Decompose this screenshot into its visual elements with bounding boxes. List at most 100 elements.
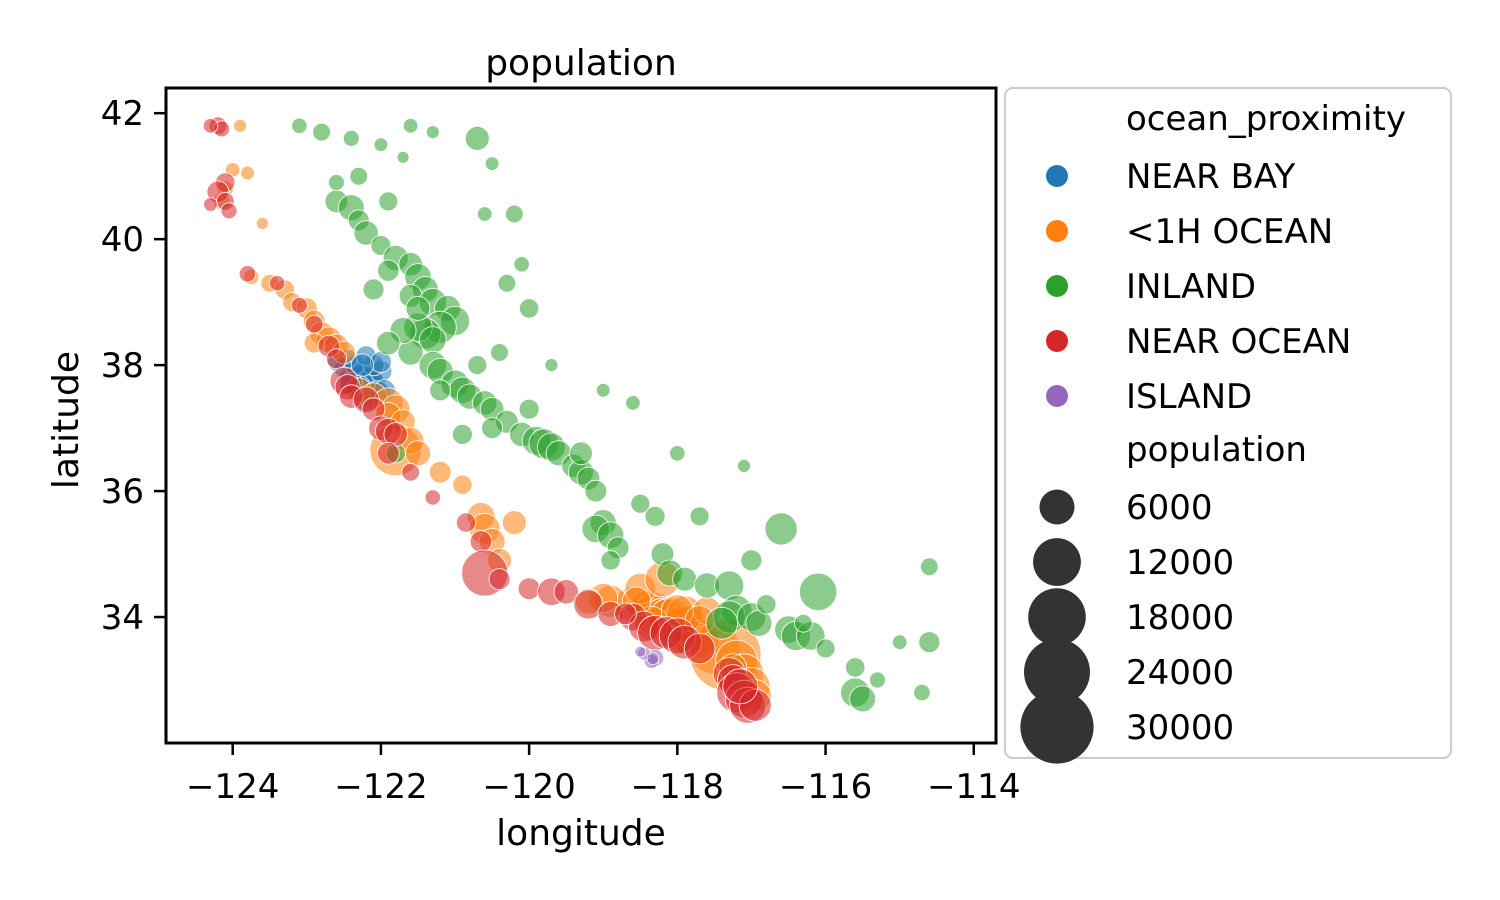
- chart-title: population: [485, 43, 677, 84]
- legend-size-label: 6000: [1126, 488, 1213, 528]
- x-tick-label: −114: [927, 767, 1020, 807]
- data-point: [504, 204, 524, 224]
- data-point: [595, 382, 611, 398]
- data-point: [764, 512, 798, 546]
- data-point: [919, 557, 939, 576]
- data-point: [614, 602, 637, 626]
- data-point: [428, 460, 452, 484]
- data-point: [376, 441, 400, 465]
- series-inland: [291, 117, 941, 713]
- data-point: [569, 441, 593, 466]
- data-point: [689, 506, 710, 527]
- legend-label: INLAND: [1126, 267, 1256, 307]
- data-point: [350, 353, 374, 377]
- x-tick-label: −120: [482, 767, 575, 807]
- data-point: [405, 295, 431, 321]
- legend-label: NEAR OCEAN: [1126, 322, 1351, 362]
- data-point: [291, 117, 308, 134]
- x-tick-label: −122: [334, 767, 427, 807]
- data-point: [402, 118, 419, 134]
- data-point: [396, 150, 410, 164]
- data-point: [646, 652, 660, 665]
- scatter-points-layer: [202, 116, 941, 724]
- legend-marker: [1046, 165, 1068, 187]
- series-island: [634, 645, 665, 669]
- data-point: [849, 685, 876, 713]
- legend-hue-title: ocean_proximity: [1126, 99, 1406, 139]
- data-point: [455, 512, 477, 533]
- y-tick-label: 40: [101, 220, 144, 260]
- data-point: [845, 657, 866, 678]
- data-point: [625, 395, 641, 411]
- legend-size-marker: [1033, 538, 1081, 586]
- data-point: [756, 594, 777, 615]
- legend-marker: [1046, 385, 1068, 407]
- y-tick-label: 42: [101, 94, 144, 134]
- y-tick-label: 34: [101, 598, 144, 638]
- legend-size-label: 12000: [1126, 543, 1234, 583]
- legend-label: NEAR BAY: [1126, 157, 1296, 197]
- data-point: [469, 530, 493, 553]
- data-point: [481, 417, 504, 440]
- x-tick-label: −116: [779, 767, 872, 807]
- x-tick-label: −118: [631, 767, 724, 807]
- data-point: [255, 216, 269, 230]
- data-point: [240, 165, 255, 181]
- data-point: [419, 326, 447, 354]
- data-point: [722, 668, 759, 705]
- data-point: [202, 118, 219, 134]
- legend-size-label: 30000: [1126, 708, 1234, 748]
- data-point: [913, 683, 931, 702]
- data-point: [544, 358, 559, 373]
- data-point: [644, 505, 666, 527]
- data-point: [892, 634, 908, 650]
- data-point: [488, 568, 511, 591]
- legend-size-marker: [1024, 639, 1090, 705]
- data-point: [705, 606, 739, 640]
- data-point: [869, 671, 886, 689]
- legend-size-marker: [1020, 690, 1094, 764]
- data-point: [203, 197, 218, 212]
- data-point: [467, 355, 488, 376]
- data-point: [362, 278, 385, 301]
- x-axis-title: longitude: [496, 813, 666, 854]
- data-point: [815, 638, 836, 659]
- legend-marker: [1046, 275, 1068, 297]
- data-point: [424, 489, 441, 506]
- x-axis-ticks: −124 −122 −120 −118 −116 −114: [186, 743, 1020, 807]
- data-point: [600, 550, 621, 571]
- data-point: [290, 296, 308, 314]
- data-point: [464, 125, 490, 151]
- data-point: [513, 256, 530, 273]
- data-point: [377, 259, 400, 282]
- data-point: [584, 479, 608, 503]
- data-point: [798, 572, 838, 611]
- data-point: [353, 220, 379, 246]
- legend-marker: [1046, 330, 1068, 352]
- y-axis-ticks: 34 36 38 40 42: [101, 94, 166, 638]
- data-point: [490, 343, 509, 362]
- data-point: [518, 298, 540, 319]
- series-near-ocean: [202, 116, 772, 724]
- data-point: [376, 330, 401, 356]
- data-point: [349, 166, 369, 186]
- y-tick-label: 38: [101, 346, 144, 386]
- data-point: [484, 156, 500, 171]
- data-point: [312, 122, 331, 142]
- data-point: [451, 423, 473, 445]
- data-point: [401, 462, 420, 482]
- legend-label: <1H OCEAN: [1126, 212, 1333, 252]
- y-axis-title: latitude: [46, 351, 87, 489]
- data-point: [220, 202, 238, 220]
- data-point: [238, 265, 257, 283]
- data-point: [918, 631, 941, 654]
- data-point: [517, 577, 541, 600]
- plot-area-frame: [164, 86, 998, 745]
- legend-size-marker: [1028, 588, 1086, 646]
- legend-label: ISLAND: [1126, 377, 1252, 417]
- data-point: [269, 275, 286, 292]
- data-point: [497, 273, 517, 293]
- data-point: [452, 474, 473, 495]
- data-point: [325, 348, 347, 370]
